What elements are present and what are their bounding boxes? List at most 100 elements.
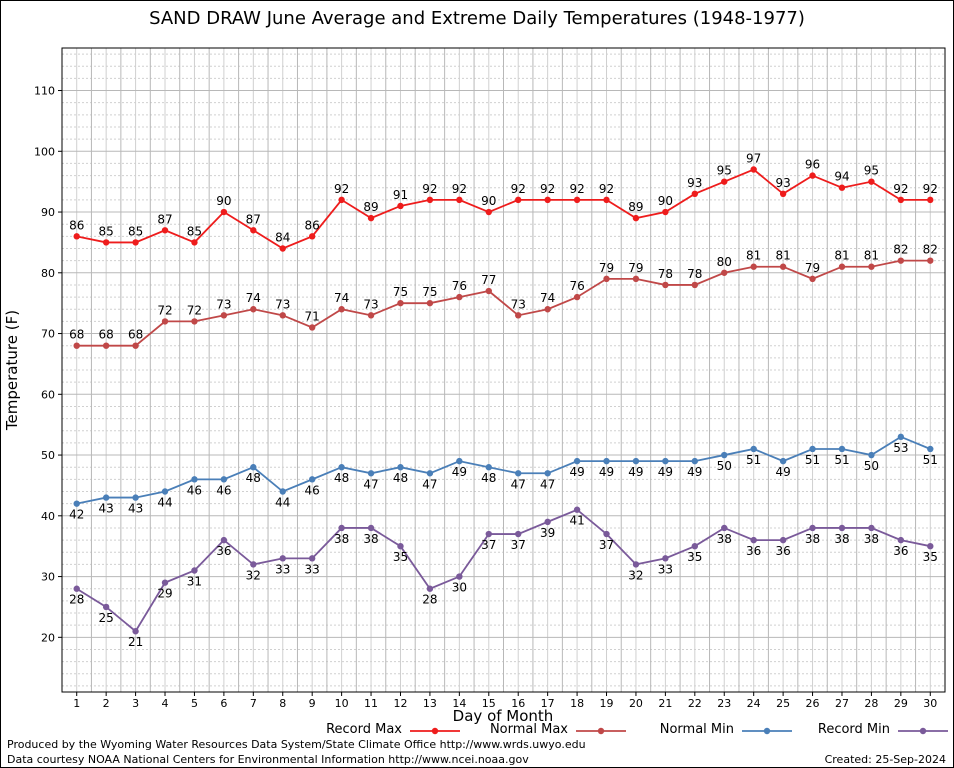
legend-label: Normal Max [489,722,568,737]
data-point [485,287,492,295]
data-point [632,275,640,283]
data-label: 32 [628,568,643,582]
data-point [220,536,228,544]
data-point [250,464,257,471]
x-tick-label: 16 [511,697,525,710]
data-label: 48 [481,471,496,485]
data-label: 35 [923,550,938,564]
plot-border [61,47,946,693]
data-point [279,488,286,495]
data-point [809,524,816,532]
data-point [308,233,316,240]
data-label: 33 [658,562,673,576]
data-point [132,239,139,246]
x-tick-label: 28 [864,697,878,710]
data-label: 74 [334,291,349,305]
data-point [779,536,787,544]
data-point [897,257,905,264]
data-label: 89 [363,200,378,214]
data-point [338,464,345,471]
data-point [691,542,699,550]
data-label: 92 [893,182,908,196]
data-point [662,457,669,465]
data-point [102,239,110,246]
data-label: 97 [746,152,761,166]
data-point [750,445,757,453]
y-tick-label: 110 [34,85,55,98]
data-point [573,293,581,301]
data-point [868,451,875,459]
series-line [76,435,931,505]
data-label: 49 [658,465,673,479]
data-point [308,476,316,483]
data-point [515,196,522,204]
data-label: 41 [569,514,584,528]
data-point [721,524,728,532]
data-point [515,470,522,477]
data-label: 85 [187,224,202,238]
data-point [367,214,375,222]
data-point [250,306,257,313]
data-point [426,585,434,592]
data-point [367,312,375,319]
data-label: 51 [805,453,820,467]
data-point [809,275,816,283]
data-label: 48 [246,471,261,485]
data-label: 79 [599,261,614,275]
data-label: 81 [834,249,849,263]
data-point [927,542,934,550]
data-label: 38 [363,532,378,546]
data-point [721,178,728,185]
x-tick-label: 30 [923,697,937,710]
x-tick-label: 27 [835,697,849,710]
y-tick-label: 30 [41,571,55,584]
data-label: 95 [864,164,879,178]
x-tick-label: 12 [393,697,407,710]
data-point [308,555,316,562]
data-point [308,324,316,331]
data-label: 81 [775,249,790,263]
data-point [868,178,875,185]
data-point [456,196,463,204]
data-label: 85 [99,224,114,238]
data-point [779,263,787,270]
data-label: 90 [658,194,673,208]
data-point [662,555,669,562]
data-label: 48 [334,471,349,485]
data-label: 79 [805,261,820,275]
data-label: 84 [275,230,290,244]
data-label: 37 [511,538,526,552]
data-point [868,524,875,532]
data-point [191,567,198,574]
data-point [809,445,816,453]
data-label: 33 [305,562,320,576]
legend-marker [597,727,605,735]
data-point [544,196,551,204]
data-point [838,184,846,191]
data-label: 92 [540,182,555,196]
x-tick-label: 25 [776,697,790,710]
data-point [73,500,80,507]
x-tick-label: 20 [629,697,643,710]
data-label: 93 [775,176,790,190]
data-label: 93 [687,176,702,190]
chart-title: SAND DRAW June Average and Extreme Daily… [149,8,805,29]
data-point [456,293,463,301]
data-point [73,233,80,240]
data-label: 48 [393,471,408,485]
data-point [73,342,80,349]
data-label: 51 [923,453,938,467]
data-point [485,464,492,471]
data-label: 68 [99,328,114,342]
data-label: 71 [305,309,320,323]
data-point [691,281,699,289]
data-point [338,196,345,204]
data-point [456,573,463,580]
data-label: 73 [275,297,290,311]
y-tick-label: 70 [41,328,55,341]
data-label: 90 [481,194,496,208]
data-label: 47 [363,477,378,491]
data-point [279,245,286,252]
data-label: 30 [452,581,467,595]
data-point [691,457,699,465]
